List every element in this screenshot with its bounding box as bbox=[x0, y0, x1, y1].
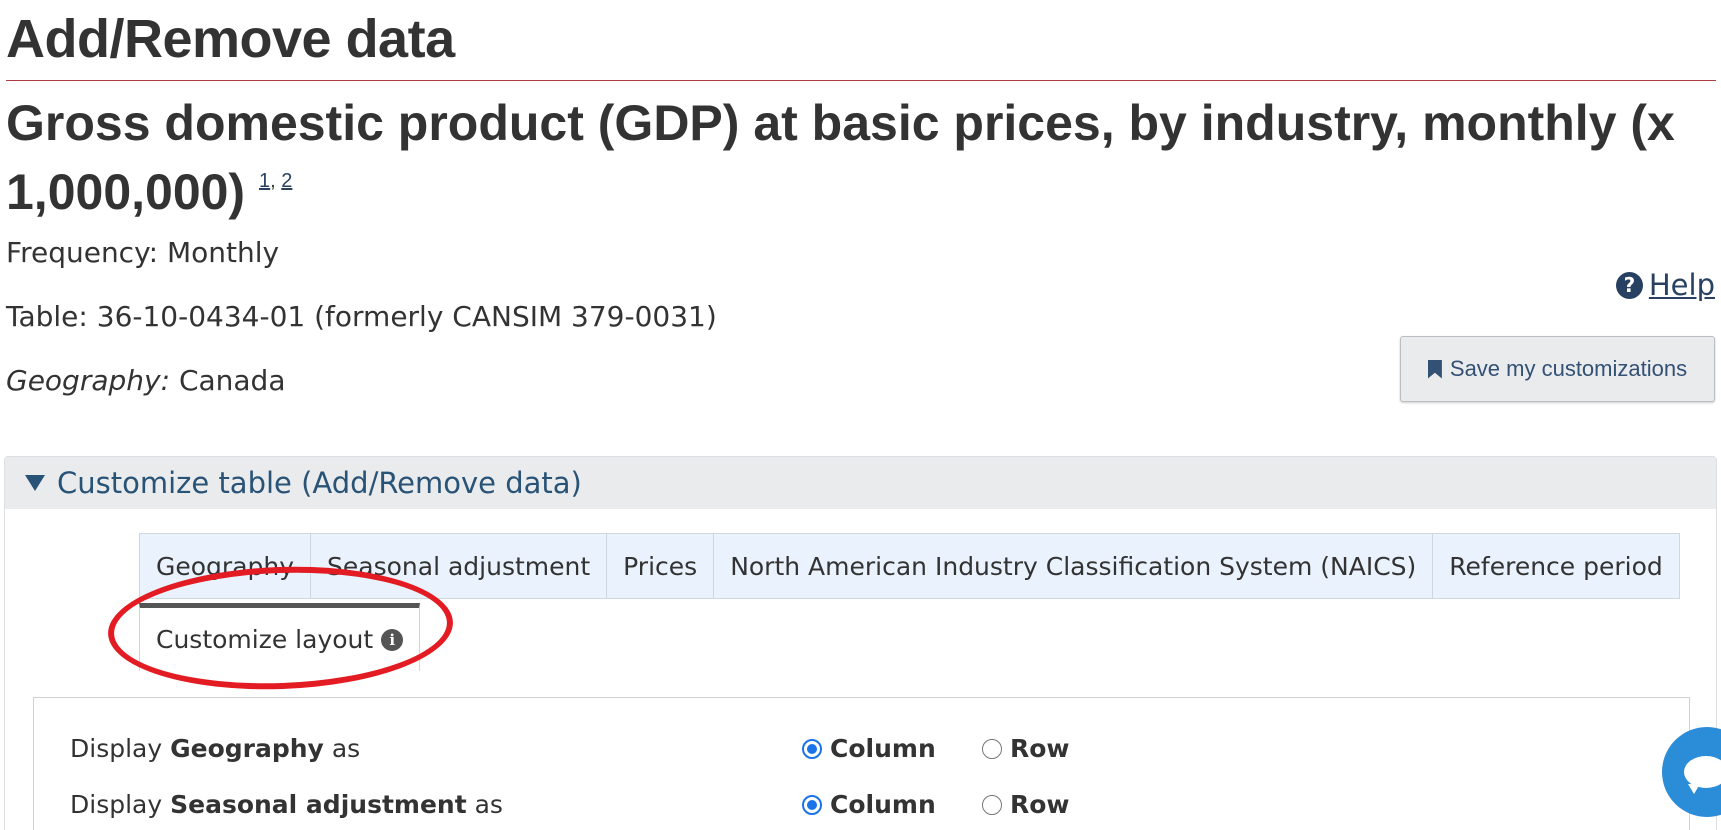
chat-bubble-icon bbox=[1684, 756, 1721, 794]
radio-label: Row bbox=[1010, 790, 1070, 819]
seasonal-row-radio[interactable]: Row bbox=[982, 790, 1070, 819]
help-link[interactable]: ? Help bbox=[1615, 268, 1715, 302]
help-label: Help bbox=[1648, 268, 1715, 302]
customize-table-summary[interactable]: Customize table (Add/Remove data) bbox=[5, 457, 1716, 509]
save-customizations-button[interactable]: Save my customizations bbox=[1400, 336, 1715, 402]
frequency-value: Monthly bbox=[166, 236, 280, 269]
footnote-link-2[interactable]: 2 bbox=[281, 170, 293, 192]
table-title-text: Gross domestic product (GDP) at basic pr… bbox=[6, 95, 1675, 220]
footnote-link-1[interactable]: 1 bbox=[259, 170, 271, 192]
geography-row-radio[interactable]: Row bbox=[982, 734, 1070, 763]
save-label: Save my customizations bbox=[1449, 356, 1688, 381]
question-circle-icon: ? bbox=[1615, 271, 1643, 299]
table-value: 36-10-0434-01 (formerly CANSIM 379-0031) bbox=[96, 300, 717, 333]
layout-row-suffix: as bbox=[474, 790, 503, 819]
title-divider bbox=[6, 80, 1716, 81]
radio-label: Column bbox=[830, 734, 936, 763]
footnote-refs: 1, 2 bbox=[259, 170, 292, 192]
layout-row-prefix: Display bbox=[70, 734, 163, 763]
layout-row-suffix: as bbox=[331, 734, 361, 763]
layout-row-seasonal-adjustment: Display Seasonal adjustment as bbox=[70, 790, 503, 819]
table-label: Table: bbox=[6, 300, 88, 333]
footnote-separator: , bbox=[270, 170, 276, 192]
seasonal-column-radio[interactable]: Column bbox=[802, 790, 936, 819]
geography-value: Canada bbox=[178, 364, 286, 397]
radio-label: Column bbox=[830, 790, 936, 819]
radio-checked-icon bbox=[802, 738, 822, 759]
radio-unchecked-icon bbox=[982, 738, 1002, 759]
frequency-info: Frequency: Monthly bbox=[6, 236, 279, 269]
page-title: Add/Remove data bbox=[6, 9, 455, 69]
layout-options-panel: Display Geography as Column Row Display … bbox=[33, 697, 1690, 830]
tab-reference-period[interactable]: Reference period bbox=[1432, 533, 1680, 599]
triangle-down-icon bbox=[25, 475, 45, 491]
tab-customize-layout-label: Customize layout bbox=[156, 625, 374, 654]
layout-row-dimension: Seasonal adjustment bbox=[170, 790, 467, 819]
tab-naics[interactable]: North American Industry Classification S… bbox=[713, 533, 1434, 599]
geography-label: Geography: bbox=[6, 364, 171, 397]
radio-unchecked-icon bbox=[982, 794, 1002, 815]
info-icon: i bbox=[381, 628, 404, 651]
layout-row-geography: Display Geography as bbox=[70, 734, 360, 763]
table-title: Gross domestic product (GDP) at basic pr… bbox=[6, 94, 1686, 221]
radio-label: Row bbox=[1010, 734, 1070, 763]
bookmark-icon bbox=[1427, 359, 1442, 379]
customize-table-panel: Customize table (Add/Remove data) Geogra… bbox=[4, 456, 1717, 830]
frequency-label: Frequency: bbox=[6, 236, 159, 269]
summary-label: Customize table (Add/Remove data) bbox=[57, 466, 582, 500]
table-info: Table: 36-10-0434-01 (formerly CANSIM 37… bbox=[6, 300, 717, 333]
tab-seasonal-adjustment[interactable]: Seasonal adjustment bbox=[310, 533, 608, 599]
geography-column-radio[interactable]: Column bbox=[802, 734, 936, 763]
layout-row-prefix: Display bbox=[70, 790, 163, 819]
radio-checked-icon bbox=[802, 794, 822, 815]
layout-row-dimension: Geography bbox=[170, 734, 324, 763]
dimension-tabs: Geography Seasonal adjustment Prices Nor… bbox=[139, 533, 1680, 599]
tab-customize-layout[interactable]: Customize layout i bbox=[139, 603, 421, 671]
tab-prices[interactable]: Prices bbox=[606, 533, 715, 599]
tab-geography[interactable]: Geography bbox=[139, 533, 312, 599]
geography-info: Geography: Canada bbox=[6, 364, 285, 397]
